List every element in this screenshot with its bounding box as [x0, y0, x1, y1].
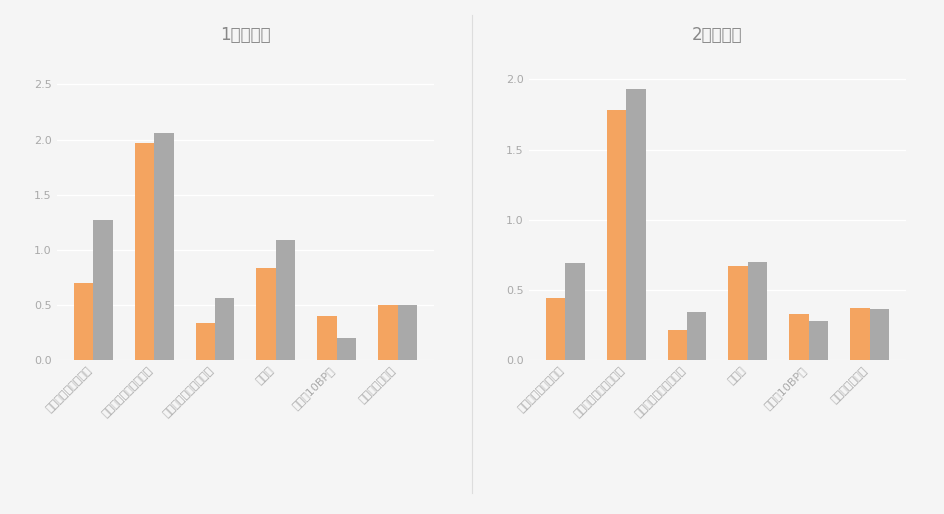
- Bar: [729, 266, 748, 360]
- Bar: [337, 338, 356, 360]
- Bar: [135, 143, 154, 360]
- Bar: [869, 309, 889, 360]
- Bar: [257, 268, 276, 360]
- Bar: [276, 240, 295, 360]
- Title: 2年期国债: 2年期国债: [692, 26, 743, 44]
- Bar: [215, 298, 234, 360]
- Bar: [667, 331, 687, 360]
- Bar: [93, 220, 112, 360]
- Bar: [851, 308, 869, 360]
- Bar: [748, 262, 767, 360]
- Bar: [397, 305, 417, 360]
- Bar: [687, 312, 706, 360]
- Bar: [379, 305, 397, 360]
- Title: 1年期国债: 1年期国债: [220, 26, 271, 44]
- Bar: [789, 314, 809, 360]
- Bar: [195, 323, 215, 360]
- Bar: [565, 263, 584, 360]
- Bar: [546, 298, 565, 360]
- Bar: [809, 321, 828, 360]
- Bar: [626, 89, 646, 360]
- Bar: [154, 133, 174, 360]
- Bar: [317, 316, 337, 360]
- Bar: [74, 283, 93, 360]
- Bar: [607, 111, 626, 360]
